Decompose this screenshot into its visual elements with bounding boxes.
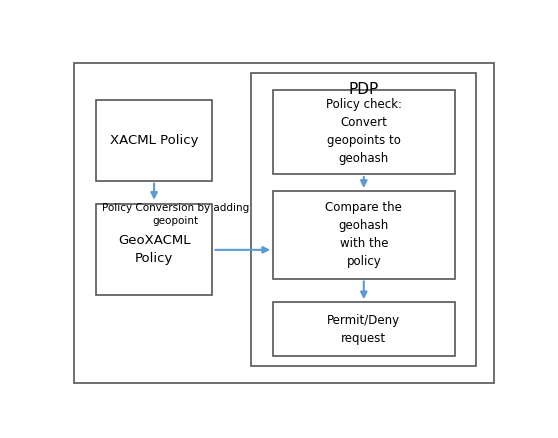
Bar bbox=[96, 204, 213, 295]
Text: PDP: PDP bbox=[349, 82, 379, 97]
Bar bbox=[273, 191, 455, 279]
Text: Policy check:
Convert
geopoints to
geohash: Policy check: Convert geopoints to geoha… bbox=[326, 98, 402, 165]
Bar bbox=[273, 90, 455, 174]
Bar bbox=[273, 302, 455, 356]
Text: GeoXACML
Policy: GeoXACML Policy bbox=[118, 234, 190, 265]
Text: Compare the
geohash
with the
policy: Compare the geohash with the policy bbox=[325, 201, 402, 268]
Text: Permit/Deny
request: Permit/Deny request bbox=[327, 314, 401, 345]
Text: XACML Policy: XACML Policy bbox=[110, 134, 198, 147]
Text: Policy Conversion by adding
geopoint: Policy Conversion by adding geopoint bbox=[102, 203, 249, 226]
Bar bbox=[96, 100, 213, 181]
Bar bbox=[251, 73, 476, 366]
